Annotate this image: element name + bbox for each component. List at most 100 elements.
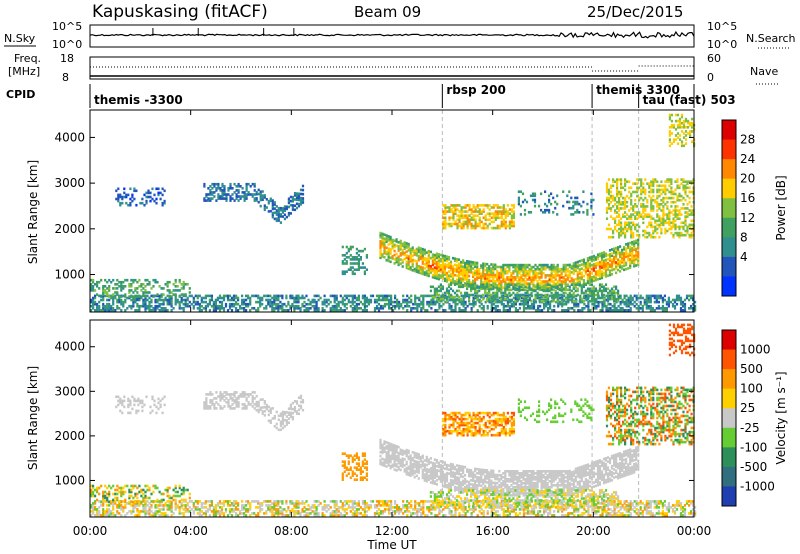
power-cell xyxy=(468,283,471,286)
power-cell xyxy=(447,291,451,295)
power-cell xyxy=(166,298,169,302)
power-cell xyxy=(539,309,542,312)
power-cell xyxy=(613,285,616,289)
power-cell xyxy=(381,304,385,308)
power-cell xyxy=(225,197,228,200)
power-cell xyxy=(568,295,571,299)
velocity-cell xyxy=(206,510,209,513)
power-cell xyxy=(275,209,278,212)
power-cell xyxy=(498,284,501,287)
power-cell xyxy=(596,269,600,273)
power-cell xyxy=(590,206,593,210)
power-cell xyxy=(682,180,685,183)
power-cell xyxy=(605,294,608,298)
power-cell xyxy=(347,298,350,302)
power-cell xyxy=(556,202,559,206)
power-cell xyxy=(676,132,680,135)
power-cell xyxy=(518,287,521,291)
power-cell xyxy=(423,271,426,274)
freq-panel-frame xyxy=(89,56,695,80)
power-cell xyxy=(564,272,567,275)
power-cell xyxy=(566,295,569,299)
power-cell xyxy=(520,296,524,300)
power-cell xyxy=(474,214,477,217)
power-cell xyxy=(217,195,220,198)
velocity-cell xyxy=(198,508,201,511)
power-cell xyxy=(399,262,402,265)
power-cell xyxy=(391,246,394,250)
power-cell xyxy=(90,304,93,308)
power-cell xyxy=(534,274,537,277)
power-cell xyxy=(297,204,301,208)
power-cell xyxy=(466,280,469,284)
power-cell xyxy=(572,282,575,286)
power-cell xyxy=(678,126,682,129)
power-cell xyxy=(110,296,113,300)
power-cell xyxy=(612,235,615,239)
power-cell xyxy=(590,287,593,291)
power-cell xyxy=(484,279,487,282)
power-cell xyxy=(620,192,623,196)
power-cell xyxy=(451,297,455,301)
power-cell xyxy=(231,193,234,196)
power-cell xyxy=(216,304,219,308)
power-cell xyxy=(116,307,119,310)
power-cell xyxy=(445,278,449,281)
power-cell xyxy=(221,182,224,186)
power-cell xyxy=(474,208,477,211)
power-cell xyxy=(118,300,121,304)
power-cell xyxy=(625,255,628,259)
velocity-cell xyxy=(92,502,95,505)
velocity-cell xyxy=(102,514,105,517)
power-cell xyxy=(413,269,416,273)
power-cell xyxy=(630,235,633,239)
power-cell xyxy=(213,191,216,194)
power-cell xyxy=(125,195,128,199)
power-cell xyxy=(486,277,489,280)
power-cell xyxy=(642,188,645,192)
power-cell xyxy=(142,287,145,290)
power-cell xyxy=(385,236,388,239)
power-cell xyxy=(439,297,442,301)
power-cell xyxy=(259,300,262,304)
power-cell xyxy=(684,192,687,196)
power-cell xyxy=(480,266,483,269)
power-cell xyxy=(605,307,608,310)
power-cell xyxy=(441,293,444,297)
power-cell xyxy=(466,304,469,308)
power-cell xyxy=(486,283,489,286)
power-cell xyxy=(676,217,679,220)
power-cell xyxy=(347,294,350,298)
power-cell xyxy=(512,276,515,279)
power-cell xyxy=(397,261,400,265)
velocity-cell xyxy=(132,506,135,509)
power-cell xyxy=(116,304,119,308)
colorbar-cell xyxy=(722,198,736,219)
power-cell xyxy=(133,197,136,201)
power-cell xyxy=(389,237,392,241)
power-cell xyxy=(305,309,308,312)
power-cell xyxy=(615,291,618,295)
power-cell xyxy=(492,291,495,295)
power-cell xyxy=(279,304,282,308)
power-cell xyxy=(375,298,379,302)
power-cell xyxy=(343,294,346,298)
colorbar-cell xyxy=(722,178,736,199)
power-cell xyxy=(620,221,623,225)
power-cell xyxy=(295,196,299,199)
power-cell xyxy=(287,197,290,201)
power-cell xyxy=(682,186,685,190)
power-cell xyxy=(269,304,272,308)
power-cell xyxy=(239,195,242,198)
power-cell xyxy=(295,294,298,298)
power-cell xyxy=(213,182,216,186)
velocity-cell xyxy=(136,502,139,505)
power-cell xyxy=(652,231,655,235)
power-cell xyxy=(600,264,604,267)
power-cell xyxy=(506,270,509,273)
power-cell xyxy=(277,302,280,306)
power-cell xyxy=(261,298,264,302)
power-cell xyxy=(512,272,515,275)
power-cell xyxy=(588,283,591,286)
power-cell xyxy=(656,180,659,183)
